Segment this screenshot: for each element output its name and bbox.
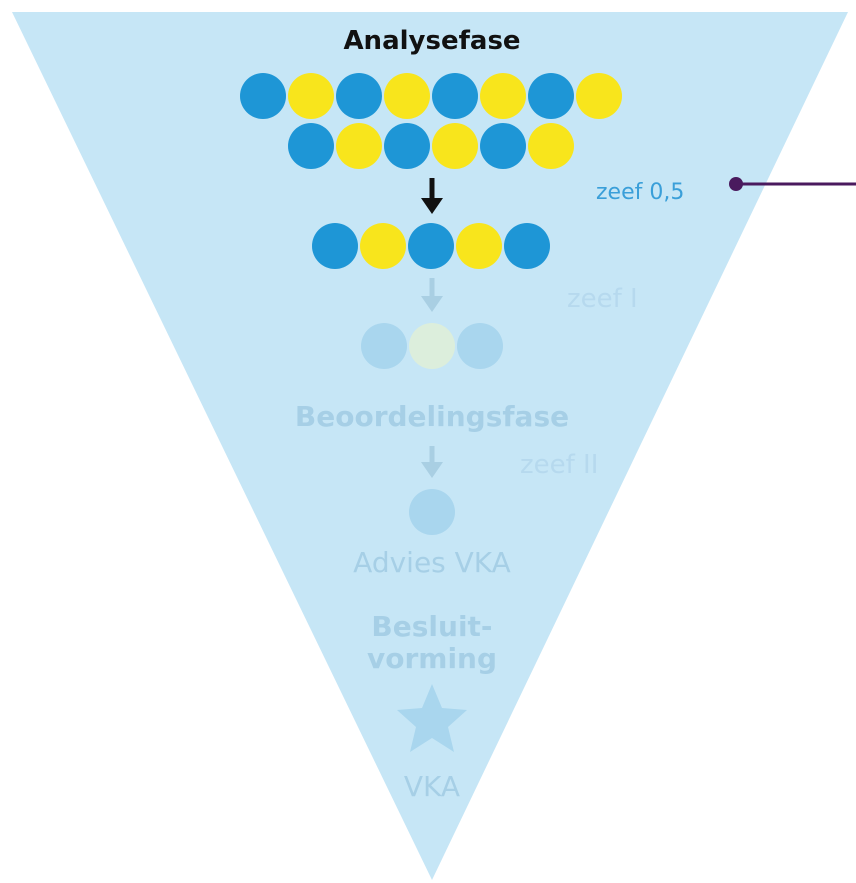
sieve-2-label: zeef II bbox=[520, 450, 599, 480]
candidate-circle bbox=[384, 123, 430, 169]
sieve-1-label: zeef I bbox=[567, 284, 638, 314]
final-vka-label: VKA bbox=[403, 770, 461, 803]
candidate-circle bbox=[336, 123, 382, 169]
candidate-circle bbox=[360, 223, 406, 269]
candidate-circle bbox=[312, 223, 358, 269]
candidates-row-1 bbox=[240, 73, 624, 119]
candidate-circle bbox=[480, 73, 526, 119]
sieve-05-label: zeef 0,5 bbox=[596, 180, 685, 205]
analysis-phase-title: Analysefase bbox=[343, 26, 521, 56]
candidate-circle bbox=[528, 123, 574, 169]
candidate-circle bbox=[288, 73, 334, 119]
candidates-row-4 bbox=[361, 323, 505, 369]
candidate-circle bbox=[409, 489, 455, 535]
candidate-circle bbox=[288, 123, 334, 169]
candidate-circle bbox=[432, 123, 478, 169]
candidate-circle bbox=[576, 73, 622, 119]
candidates-row-5 bbox=[409, 489, 457, 535]
star-icon bbox=[397, 684, 467, 752]
candidate-circle bbox=[384, 73, 430, 119]
candidates-row-2 bbox=[288, 123, 576, 169]
decision-title-line2: vorming bbox=[366, 642, 498, 675]
candidate-circle bbox=[240, 73, 286, 119]
candidate-circle bbox=[361, 323, 407, 369]
advice-label: Advies VKA bbox=[353, 546, 511, 579]
decision-title-line1: Besluit- bbox=[371, 610, 493, 643]
candidate-circle bbox=[336, 73, 382, 119]
candidate-circle bbox=[409, 323, 455, 369]
candidate-circle bbox=[408, 223, 454, 269]
arrow-down-icon bbox=[421, 446, 443, 478]
arrow-down-icon bbox=[421, 178, 443, 214]
assessment-phase-title: Beoordelingsfase bbox=[294, 400, 570, 433]
candidate-circle bbox=[504, 223, 550, 269]
pointer-dot bbox=[729, 177, 743, 191]
candidate-circle bbox=[432, 73, 478, 119]
candidate-circle bbox=[480, 123, 526, 169]
candidates-row-3 bbox=[312, 223, 552, 269]
candidate-circle bbox=[456, 223, 502, 269]
arrow-down-icon bbox=[421, 278, 443, 312]
candidate-circle bbox=[528, 73, 574, 119]
candidate-circle bbox=[457, 323, 503, 369]
